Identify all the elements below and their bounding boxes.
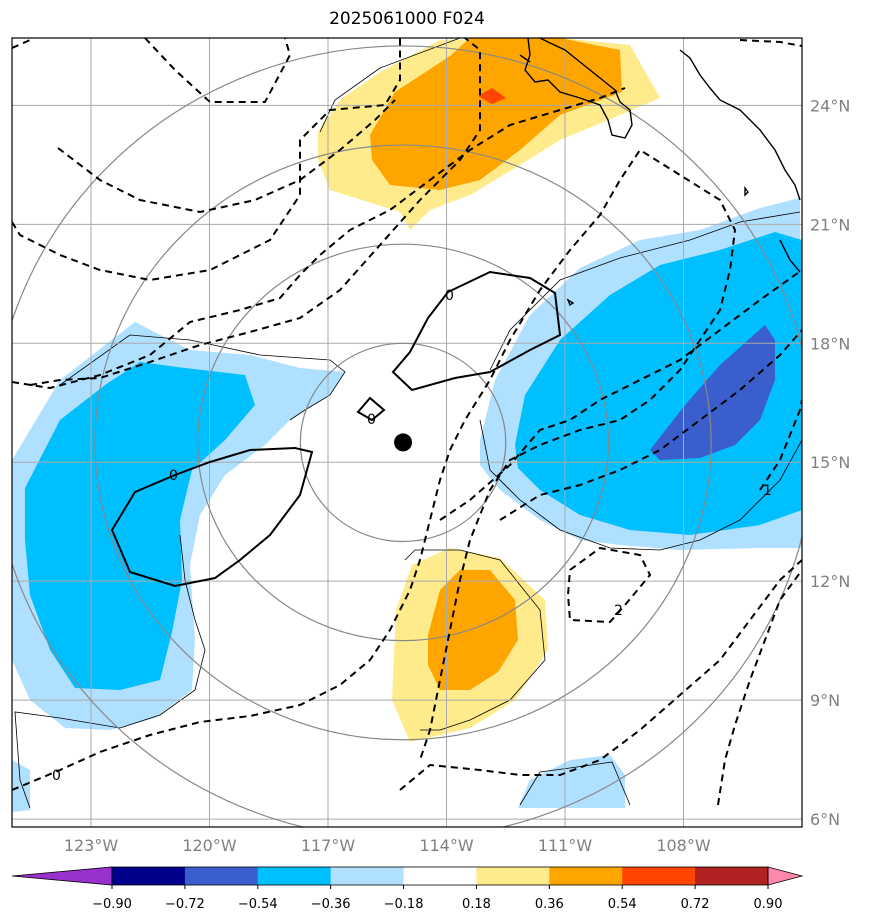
plot-frame bbox=[11, 37, 803, 828]
colorbar-segment bbox=[112, 867, 186, 885]
lon-tick-label: 111°W bbox=[538, 836, 593, 855]
colorbar-tick-label: −0.90 bbox=[92, 897, 132, 912]
colorbar-segment bbox=[403, 867, 477, 885]
colorbar-tick-label: −0.36 bbox=[311, 897, 351, 912]
lat-tick-label: 24°N bbox=[810, 96, 850, 115]
colorbar-tick-label: 0.90 bbox=[754, 897, 783, 912]
shade-neg-east-mid bbox=[515, 232, 802, 535]
lon-tick-label: 114°W bbox=[419, 836, 474, 855]
contour-label: 1 bbox=[763, 483, 772, 499]
solid-contours bbox=[110, 270, 562, 588]
colorbar-extend-high bbox=[767, 866, 804, 886]
lat-tick-label: 9°N bbox=[810, 691, 840, 710]
contour-label: 0 bbox=[52, 768, 61, 784]
colorbar-frame bbox=[111, 866, 769, 886]
lon-tick-label: 117°W bbox=[301, 836, 356, 855]
shade-pos-north-dark bbox=[478, 88, 506, 104]
colorbar-tick-label: 0.54 bbox=[608, 897, 637, 912]
storm-center-marker bbox=[394, 433, 413, 452]
colorbar-tick-label: 0.36 bbox=[535, 897, 564, 912]
colorbar-segment bbox=[184, 867, 259, 885]
range-ring bbox=[299, 342, 507, 543]
lon-tick-labels: 123°W 120°W 117°W 114°W 111°W 108°W bbox=[64, 836, 711, 855]
colorbar-tick-label: 0.18 bbox=[462, 897, 491, 912]
colorbar-tick-label: −0.54 bbox=[238, 897, 278, 912]
colorbar: −0.90 −0.72 −0.54 −0.36 −0.18 0.18 0.36 0.54 0.7… bbox=[11, 866, 804, 912]
colorbar-segment bbox=[476, 867, 550, 885]
colorbar-tick-label: −0.72 bbox=[165, 897, 205, 912]
lon-tick-label: 108°W bbox=[656, 836, 711, 855]
range-ring bbox=[94, 144, 712, 741]
range-ring bbox=[12, 45, 802, 827]
lat-tick-labels: 6°N 9°N 12°N 15°N 18°N 21°N 24°N bbox=[810, 96, 850, 829]
contour-label: 2 bbox=[614, 603, 623, 619]
colorbar-tick-label: −0.18 bbox=[384, 897, 424, 912]
shade-neg-sw-light bbox=[12, 760, 30, 812]
lat-tick-label: 6°N bbox=[810, 810, 840, 829]
lat-tick-label: 12°N bbox=[810, 572, 850, 591]
lon-tick-label: 123°W bbox=[64, 836, 119, 855]
contour-label-group: 0 0 0 0 2 1 bbox=[52, 288, 772, 784]
contour-label: 0 bbox=[367, 412, 376, 428]
range-rings bbox=[12, 45, 802, 827]
dashed-contours bbox=[12, 38, 802, 806]
shade-neg-south-light bbox=[518, 755, 625, 808]
colorbar-segment bbox=[330, 867, 405, 885]
shade-pos-south-mid bbox=[428, 570, 518, 690]
shade-neg-east-dark bbox=[650, 325, 775, 460]
lat-tick-label: 18°N bbox=[810, 334, 850, 353]
range-ring bbox=[197, 243, 610, 642]
lon-tick-label: 120°W bbox=[182, 836, 237, 855]
chart-title: 2025061000 F024 bbox=[329, 9, 485, 29]
colorbar-extend-low bbox=[11, 866, 113, 886]
colorbar-segment bbox=[622, 867, 696, 885]
colorbar-tick-label: 0.72 bbox=[681, 897, 710, 912]
lat-tick-label: 21°N bbox=[810, 215, 850, 234]
contour-label: 0 bbox=[445, 288, 454, 304]
colorbar-segment bbox=[257, 867, 332, 885]
thin-contours bbox=[14, 38, 802, 809]
colorbar-segment bbox=[549, 867, 623, 885]
colorbar-segment bbox=[695, 867, 769, 885]
contour-label: 0 bbox=[169, 468, 178, 484]
coastline bbox=[519, 38, 801, 307]
lat-tick-label: 15°N bbox=[810, 453, 850, 472]
